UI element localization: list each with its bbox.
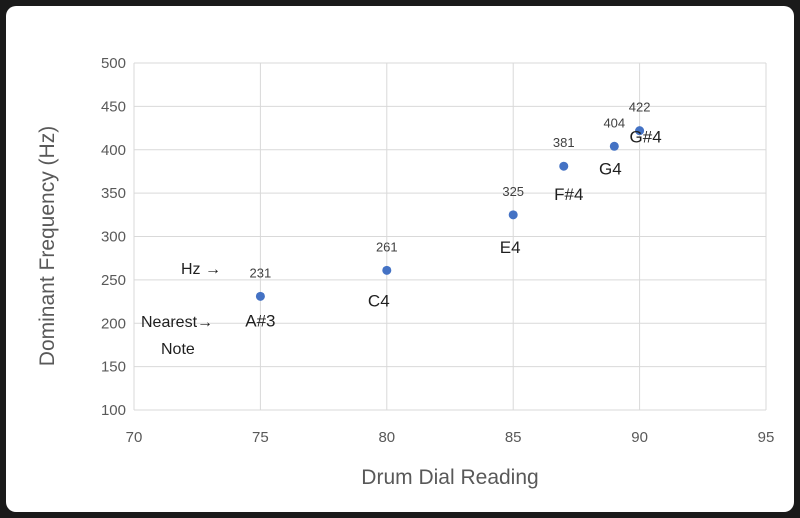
data-point: [609, 141, 619, 151]
data-value-label: 381: [553, 135, 575, 150]
note-name-label: G#4: [630, 128, 662, 147]
data-point: [559, 161, 569, 171]
note-name-label: F#4: [554, 185, 583, 204]
y-tick-label: 250: [101, 272, 126, 289]
chart-area: 100 150 200 250 300 350 400 450 500 70 75 80 85 90 95…: [6, 6, 794, 512]
data-value-label: 261: [376, 239, 398, 254]
scatter-chart: 100 150 200 250 300 350 400 450 500 70 75 80 85 90 95…: [36, 55, 775, 489]
data-point: [635, 126, 645, 136]
note-name-label: A#3: [245, 311, 275, 330]
y-tick-label: 300: [101, 229, 126, 246]
data-value-label: 404: [603, 115, 625, 130]
note-name-label: C4: [368, 291, 390, 310]
note-name-label: E4: [500, 238, 521, 257]
y-tick-label: 200: [101, 315, 126, 332]
x-tick-label: 75: [252, 429, 269, 446]
y-axis-title: Dominant Frequency (Hz): [36, 126, 59, 366]
x-axis-title: Drum Dial Reading: [361, 466, 538, 489]
note-name-label: G4: [599, 159, 622, 178]
gridlines: [133, 62, 767, 411]
y-tick-label: 400: [101, 142, 126, 159]
data-points: [255, 126, 645, 301]
x-tick-label: 70: [126, 429, 143, 446]
nearest-annotation: Nearest→: [141, 314, 213, 331]
y-tick-label: 500: [101, 55, 126, 72]
x-tick-labels: 70 75 80 85 90 95: [126, 429, 775, 446]
x-tick-label: 85: [505, 429, 522, 446]
y-tick-label: 100: [101, 402, 126, 419]
x-tick-label: 80: [378, 429, 395, 446]
note-annotation: Note: [161, 341, 195, 358]
data-value-label: 325: [502, 184, 524, 199]
hz-annotation: Hz →: [181, 261, 221, 278]
y-tick-label: 150: [101, 359, 126, 376]
y-tick-labels: 100 150 200 250 300 350 400 450 500: [101, 55, 126, 419]
x-tick-label: 95: [758, 429, 775, 446]
y-tick-label: 450: [101, 98, 126, 115]
data-labels: 231 A#3 261 C4 325 E4 381 F#4 404 G4 422 G#4: [245, 100, 661, 331]
data-point: [382, 265, 392, 275]
y-tick-label: 350: [101, 185, 126, 202]
x-tick-label: 90: [631, 429, 648, 446]
data-value-label: 231: [250, 265, 272, 280]
data-value-label: 422: [629, 100, 651, 115]
data-point: [255, 291, 265, 301]
data-point: [508, 210, 518, 220]
